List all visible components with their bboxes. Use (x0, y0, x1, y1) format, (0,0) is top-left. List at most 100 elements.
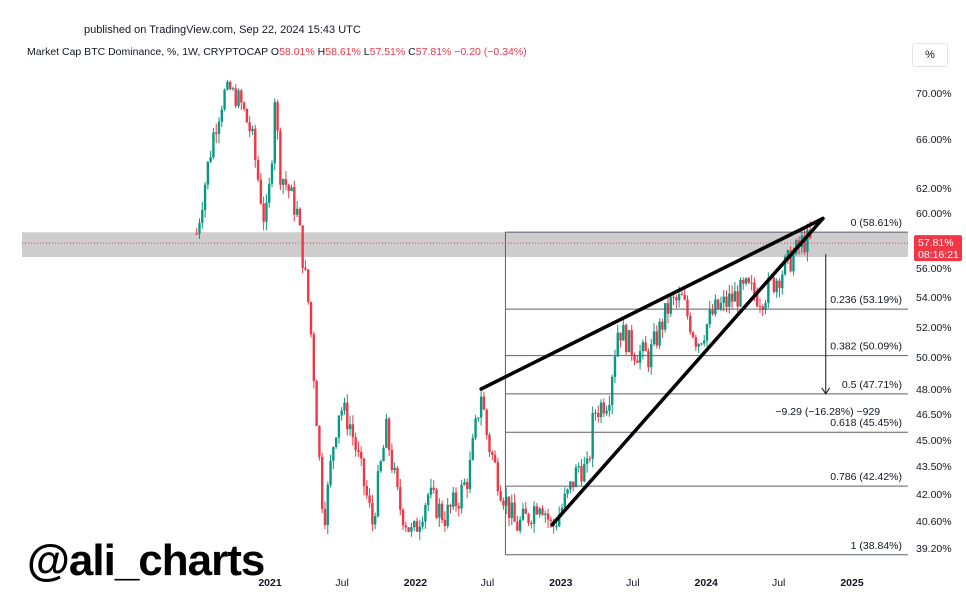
candle-body (627, 330, 631, 353)
fib-level-label: 0 (58.61%) (851, 217, 902, 229)
candle-body (532, 506, 536, 524)
candle-body (371, 502, 374, 525)
legend-symbol: Market Cap BTC Dominance, %, 1W, CRYPTOC… (27, 46, 268, 58)
candle-body (705, 324, 709, 341)
candle-body (332, 447, 335, 461)
candle-body (569, 481, 572, 490)
candle-body (599, 402, 603, 418)
candle-body (496, 462, 500, 492)
percent-scale-button[interactable]: % (912, 43, 948, 67)
candle-body (424, 505, 427, 522)
y-axis-tick-label: 46.50% (916, 409, 952, 421)
candle-body (248, 122, 251, 132)
candle-body (680, 294, 684, 296)
legend-close-value: 57.81% (415, 46, 452, 58)
projection-label: −9.29 (−16.28%) −929 (775, 406, 880, 418)
candle-body (410, 527, 413, 532)
candle-body (555, 526, 558, 528)
candle-body (663, 303, 667, 330)
candle-body (426, 494, 430, 506)
candle-body (764, 303, 767, 311)
candle-body (256, 159, 260, 180)
candle-body (373, 516, 377, 525)
candle-body (320, 456, 324, 509)
candle-body (251, 128, 254, 132)
y-axis-tick-label: 66.00% (916, 134, 952, 146)
candle-body (524, 508, 527, 514)
candle-body (396, 467, 399, 488)
candle-body (505, 496, 508, 506)
candle-body (558, 514, 561, 527)
candle-body (755, 294, 759, 307)
y-axis-tick-label: 50.00% (916, 352, 952, 364)
wedge-upper-line[interactable] (479, 216, 825, 391)
wedge-lower-line[interactable] (550, 216, 825, 527)
candle-body (477, 417, 480, 419)
candle-body (683, 294, 686, 300)
candle-body (379, 461, 382, 472)
candle-body (471, 437, 474, 460)
candle-body (672, 296, 675, 298)
candle-body (546, 513, 550, 520)
candle-body (201, 209, 204, 223)
candle-body (446, 504, 449, 526)
legend-high-label: H (317, 46, 326, 58)
candle-body (293, 187, 296, 215)
candle-body (421, 521, 424, 527)
candle-body (574, 467, 578, 488)
candle-body (675, 297, 678, 301)
candle-body (217, 121, 221, 134)
candle-body (482, 396, 486, 410)
candle-body (262, 203, 265, 222)
x-axis-tick-label: Jul (772, 577, 785, 589)
candle-body (594, 412, 597, 414)
candle-body (337, 415, 341, 438)
candle-body (368, 495, 371, 503)
x-axis-tick-label: 2021 (258, 577, 282, 589)
resistance-zone (22, 232, 908, 257)
fib-level-label: 0.382 (50.09%) (830, 341, 902, 353)
candle-body (234, 88, 237, 106)
x-axis-tick-label: Jul (481, 577, 494, 589)
candle-body (636, 360, 639, 363)
candle-body (549, 519, 553, 521)
candle-body (465, 482, 469, 489)
candle-body (206, 161, 210, 185)
candle-body (633, 354, 636, 361)
candle-body (605, 410, 608, 414)
candle-body (281, 179, 285, 185)
candle-body (527, 513, 530, 523)
candle-body (365, 485, 369, 496)
candle-body (728, 293, 731, 307)
y-axis-tick-label: 56.00% (916, 263, 952, 275)
candle-body (463, 482, 466, 485)
candle-body (686, 299, 689, 316)
candle-body (485, 409, 488, 435)
candle-body (691, 332, 695, 338)
candle-body (259, 179, 263, 204)
candle-body (279, 130, 282, 185)
candle-body (340, 410, 343, 416)
candle-body (493, 454, 497, 463)
candle-body (443, 520, 447, 526)
candle-body (362, 458, 366, 486)
candle-body (666, 303, 670, 314)
candle-body (240, 90, 243, 103)
candle-body (254, 128, 257, 160)
legend-change: −0.20 (−0.34%) (454, 46, 527, 58)
candle-body (295, 208, 299, 215)
candle-body (783, 256, 787, 275)
candle-body (786, 250, 790, 257)
candle-body (273, 102, 276, 164)
candle-body (360, 451, 363, 459)
author-watermark: @ali_charts (27, 536, 265, 585)
candle-body (647, 351, 650, 368)
candle-body (661, 321, 664, 330)
x-axis-tick-label: Jul (335, 577, 348, 589)
candle-body (652, 331, 656, 345)
candle-body (454, 492, 458, 507)
candle-body (415, 521, 419, 532)
candle-body (334, 437, 338, 448)
candle-body (407, 527, 410, 532)
